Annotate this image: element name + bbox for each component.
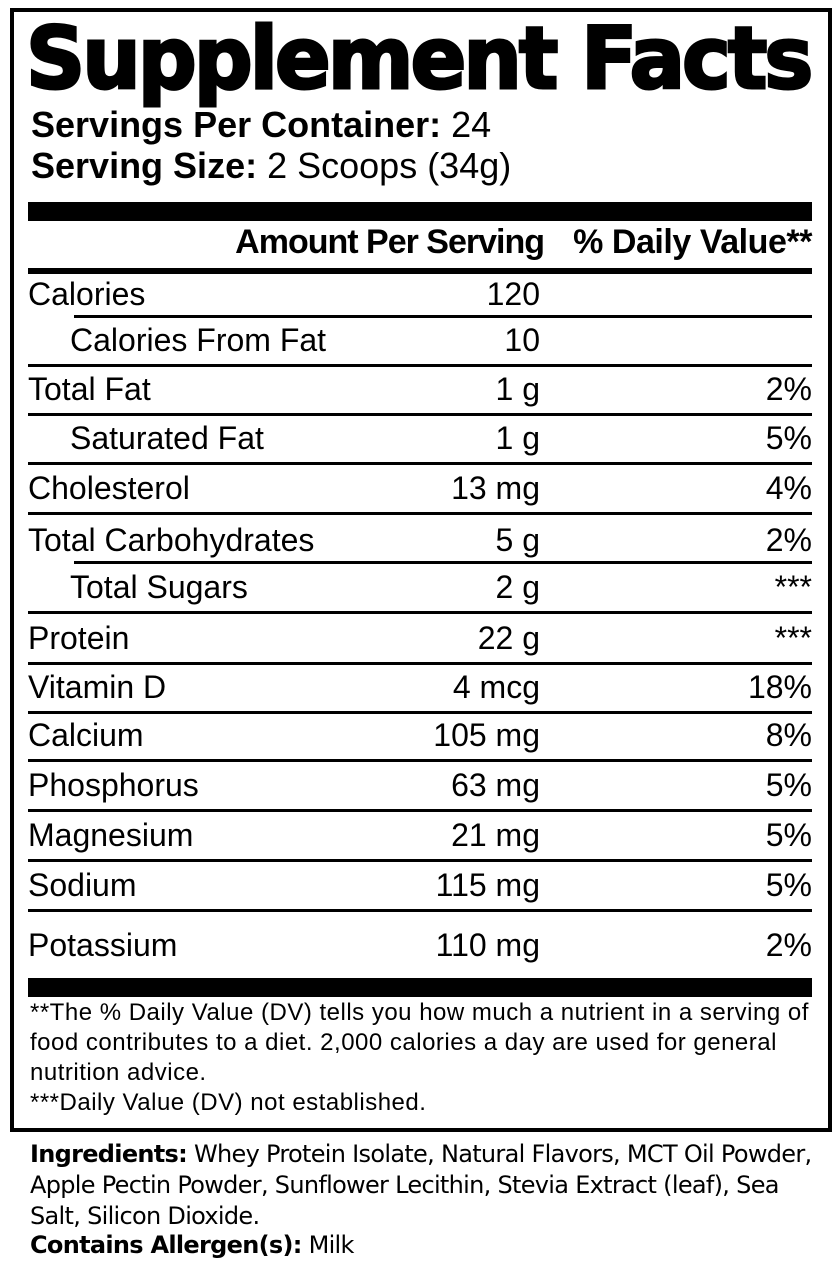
nutrient-dv: 2% [765,371,812,407]
table-row-potassium: Potassium 110 mg 2% [28,912,812,978]
table-row-saturated-fat: Saturated Fat 1 g 5% [28,416,812,465]
ingredients-section: Ingredients: Whey Protein Isolate, Natur… [30,1139,814,1261]
table-row-vitamin-d: Vitamin D 4 mcg 18% [28,665,812,714]
nutrient-dv: 5% [765,817,812,853]
table-header-row: Amount Per Serving % Daily Value** [28,221,812,274]
nutrient-amount: 13 mg [451,470,540,506]
allergens-paragraph: Contains Allergen(s): Milk [30,1230,814,1261]
serving-size-value: 2 Scoops (34g) [267,145,512,186]
footer-divider-bar [28,978,812,997]
table-row-sodium: Sodium 115 mg 5% [28,862,812,912]
nutrient-amount: 110 mg [435,927,540,963]
nutrient-amount: 1 g [495,420,540,456]
nutrient-amount: 4 mcg [452,669,540,705]
nutrient-name: Calcium [28,717,144,753]
nutrient-name: Protein [28,620,130,656]
nutrient-dv: *** [774,569,812,605]
nutrient-amount: 5 g [495,522,540,558]
nutrient-name: Sodium [28,867,137,903]
ingredients-paragraph: Ingredients: Whey Protein Isolate, Natur… [30,1139,814,1232]
nutrient-amount: 120 [486,276,540,312]
header-divider-bar [28,202,812,221]
daily-value-header: % Daily Value** [573,223,812,261]
allergens-value: Milk [308,1231,355,1259]
allergens-label: Contains Allergen(s): [30,1231,302,1259]
table-row-total-sugars: Total Sugars 2 g *** [28,564,812,614]
table-row-total-fat: Total Fat 1 g 2% [28,367,812,416]
nutrient-amount: 22 g [477,620,540,656]
table-row-protein: Protein 22 g *** [28,614,812,665]
nutrient-dv: 4% [765,470,812,506]
nutrient-amount: 10 [504,322,540,358]
servings-per-container-label: Servings Per Container: [31,104,442,145]
nutrient-name: Saturated Fat [70,420,264,456]
table-row-calories-from-fat: Calories From Fat 10 [28,318,812,367]
nutrient-dv: 5% [765,867,812,903]
nutrient-dv: *** [774,620,812,656]
not-established-footnote: ***Daily Value (DV) not established. [30,1089,427,1116]
serving-size-line: Serving Size: 2 Scoops (34g) [31,148,511,184]
nutrient-name: Calories From Fat [70,322,327,358]
nutrient-name: Total Fat [28,371,151,407]
nutrient-amount: 21 mg [451,817,540,853]
serving-size-label: Serving Size: [31,145,258,186]
nutrient-amount: 2 g [495,569,540,605]
daily-value-footnote: **The % Daily Value (DV) tells you how m… [30,999,809,1086]
table-row-phosphorus: Phosphorus 63 mg 5% [28,762,812,812]
table-row-calories: Calories 120 [28,274,812,318]
nutrient-dv: 5% [765,767,812,803]
nutrient-dv: 2% [765,927,812,963]
nutrient-dv: 2% [765,522,812,558]
nutrient-table: Calories 120 Calories From Fat 10 Total … [28,274,812,978]
nutrient-amount: 63 mg [451,767,540,803]
nutrient-amount: 105 mg [433,717,540,753]
nutrient-name: Total Carbohydrates [28,522,315,558]
table-row-cholesterol: Cholesterol 13 mg 4% [28,465,812,515]
nutrient-name: Cholesterol [28,470,190,506]
ingredients-list: Whey Protein Isolate, Natural Flavors, M… [30,1140,812,1230]
table-row-calcium: Calcium 105 mg 8% [28,714,812,762]
nutrient-dv: 18% [747,669,812,705]
nutrient-name: Magnesium [28,817,194,853]
nutrient-dv: 5% [765,420,812,456]
nutrient-amount: 1 g [495,371,540,407]
servings-per-container-value: 24 [451,104,492,145]
supplement-facts-panel: Supplement Facts Servings Per Container:… [10,8,832,1132]
servings-per-container-line: Servings Per Container: 24 [31,107,491,143]
table-row-total-carbohydrates: Total Carbohydrates 5 g 2% [28,515,812,564]
nutrient-name: Total Sugars [70,569,248,605]
nutrient-name: Phosphorus [28,767,199,803]
nutrient-name: Potassium [28,927,178,963]
nutrient-name: Vitamin D [28,669,167,705]
amount-per-serving-header: Amount Per Serving [235,223,545,261]
panel-title: Supplement Facts [25,9,815,109]
table-row-magnesium: Magnesium 21 mg 5% [28,812,812,862]
nutrient-dv: 8% [765,717,812,753]
ingredients-label: Ingredients: [30,1140,188,1168]
nutrient-name: Calories [28,276,146,312]
nutrient-amount: 115 mg [435,867,540,903]
